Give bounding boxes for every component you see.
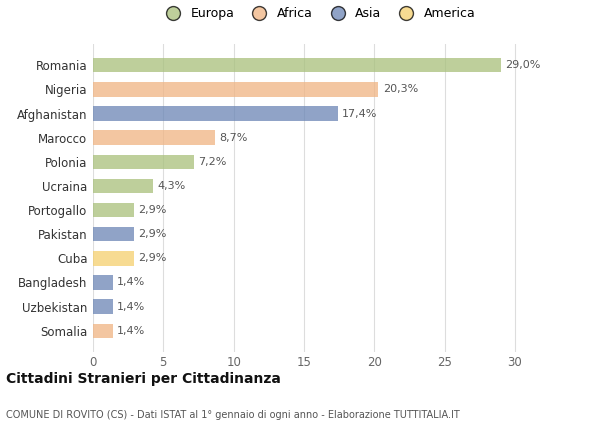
Text: 2,9%: 2,9% (138, 229, 166, 239)
Bar (93, 203, 134, 217)
Text: 7,2%: 7,2% (199, 157, 227, 167)
Text: 1,4%: 1,4% (117, 302, 145, 312)
Text: 20,3%: 20,3% (383, 84, 418, 94)
Text: 29,0%: 29,0% (505, 60, 541, 70)
Text: 17,4%: 17,4% (342, 109, 377, 118)
Bar (93, 227, 134, 242)
Text: 2,9%: 2,9% (138, 253, 166, 264)
Bar (93, 82, 379, 97)
Bar (93, 154, 194, 169)
Bar (93, 179, 154, 193)
Text: 4,3%: 4,3% (158, 181, 186, 191)
Text: Cittadini Stranieri per Cittadinanza: Cittadini Stranieri per Cittadinanza (6, 372, 281, 386)
Text: COMUNE DI ROVITO (CS) - Dati ISTAT al 1° gennaio di ogni anno - Elaborazione TUT: COMUNE DI ROVITO (CS) - Dati ISTAT al 1°… (6, 410, 460, 420)
Bar (93, 58, 501, 73)
Text: 1,4%: 1,4% (117, 326, 145, 336)
Legend: Europa, Africa, Asia, America: Europa, Africa, Asia, America (155, 3, 481, 26)
Bar (93, 299, 113, 314)
Bar (93, 106, 338, 121)
Text: 2,9%: 2,9% (138, 205, 166, 215)
Bar (93, 251, 134, 266)
Bar (93, 323, 113, 338)
Text: 1,4%: 1,4% (117, 278, 145, 287)
Bar (93, 130, 215, 145)
Bar (93, 275, 113, 290)
Text: 8,7%: 8,7% (220, 132, 248, 143)
